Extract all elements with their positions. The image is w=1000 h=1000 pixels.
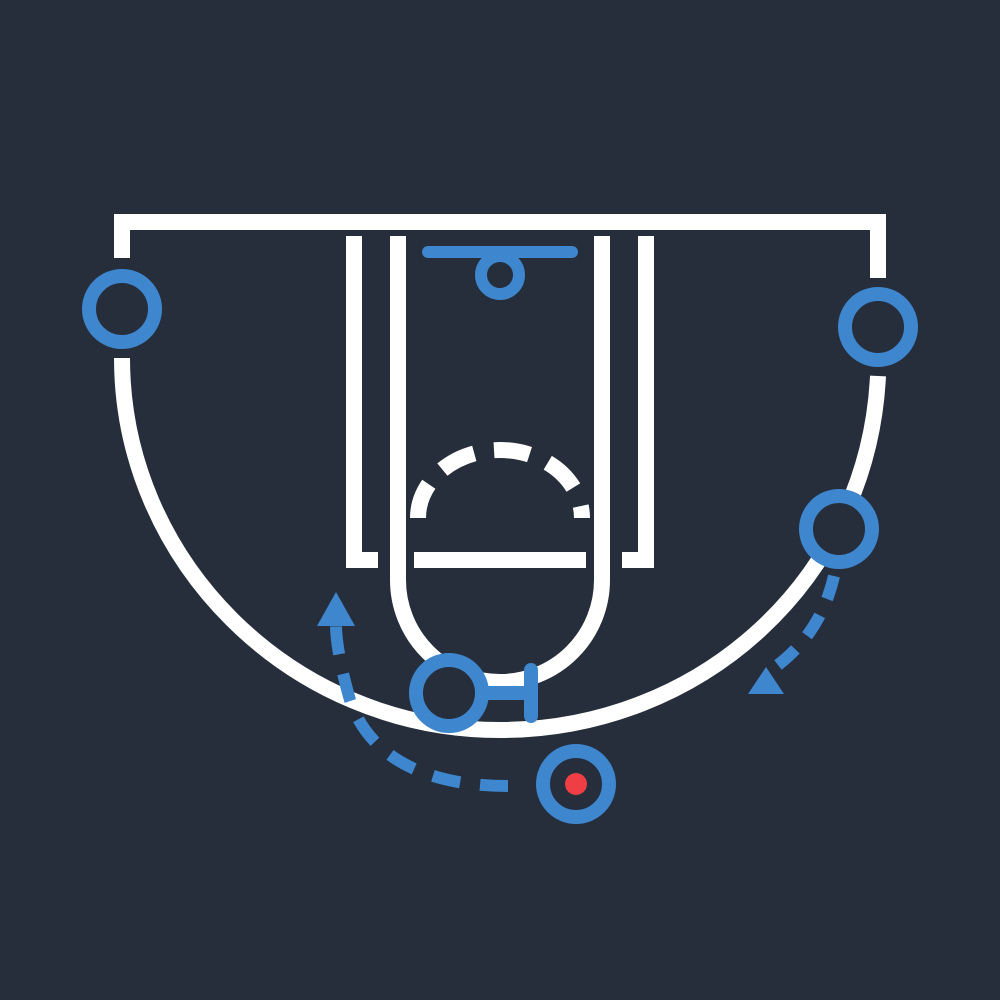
lane-inner [390,236,610,690]
free-throw-circle-top [410,442,590,519]
player-right-corner [838,287,918,367]
player-marker-icon [409,653,489,733]
movement-paths [330,574,840,792]
player-left-corner [82,269,162,349]
arrowhead-ball-handler-icon [317,592,355,626]
screen-marker-icon [481,663,538,723]
arrowhead-right-wing-icon [748,667,784,694]
baseline-and-sidelines [114,214,886,278]
player-screener [409,653,489,733]
player-marker-icon [799,489,879,569]
players [82,269,918,824]
cut-path-right-wing [774,574,840,670]
lane-outer [346,236,654,568]
ball-icon [565,773,587,795]
rim [475,250,525,300]
player-marker-icon [82,269,162,349]
player-ball-handler [536,744,616,824]
player-right-wing [799,489,879,569]
player-marker-icon [838,287,918,367]
cut-path-ball-handler [330,624,509,792]
basketball-hoop-icon [422,246,578,300]
